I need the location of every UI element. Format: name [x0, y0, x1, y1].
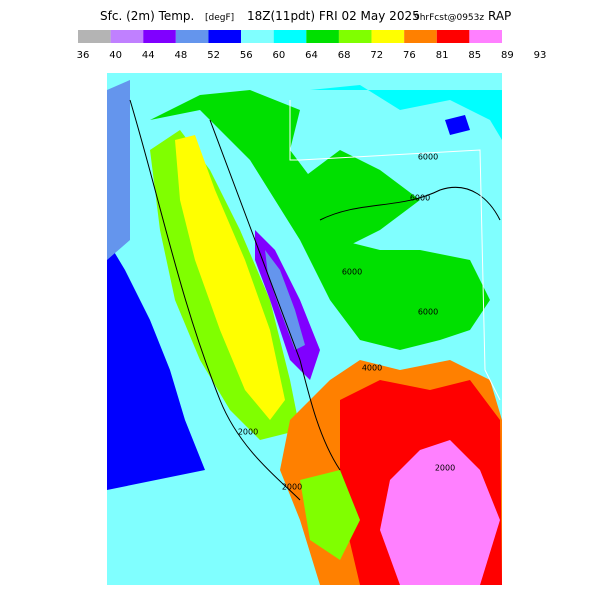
basin-mild [300, 150, 420, 250]
colorbar-label: 89 [501, 50, 514, 61]
contour-line [319, 186, 501, 221]
cold-spot [445, 115, 470, 135]
coast-cool [107, 80, 130, 260]
colorbar-label: 36 [77, 50, 90, 61]
colorbar-label: 68 [338, 50, 351, 61]
colorbar-cell [338, 30, 372, 43]
title: Sfc. (2m) Temp. [100, 9, 194, 23]
colorbar-cell [208, 30, 242, 43]
colorbar-label: 48 [175, 50, 188, 61]
ocean-cool [107, 240, 205, 490]
desert-hottest [380, 440, 500, 585]
colorbar-cell [175, 30, 209, 43]
north-cool [310, 85, 502, 140]
colorbar-label: 56 [240, 50, 253, 61]
forecast: 9hrFcst@0953z [414, 13, 484, 23]
colorbar-label: 85 [468, 50, 481, 61]
colorbar-cell [306, 30, 339, 43]
colorbar-cell [241, 30, 274, 43]
colorbar-cell [371, 30, 405, 43]
colorbar-label: 52 [207, 50, 220, 61]
colorbar-label: 72 [370, 50, 383, 61]
colorbar-label: 60 [272, 50, 285, 61]
ocean-near [107, 180, 300, 585]
colorbar-cell [469, 30, 502, 43]
coast-range-warm [300, 470, 360, 560]
contour-label: 6000 [410, 194, 430, 203]
contour-label: 2000 [282, 483, 302, 492]
colorbar-label: 44 [142, 50, 155, 61]
contour-label: 6000 [342, 268, 362, 277]
colorbar-label: 40 [109, 50, 122, 61]
colorbar-cell [143, 30, 176, 43]
model: RAP [488, 9, 511, 23]
contour-label: 2000 [238, 428, 258, 437]
colorbar-cell [273, 30, 307, 43]
contour-line [209, 119, 341, 471]
sierra-peak [265, 250, 305, 350]
colorbar-cell [78, 30, 111, 43]
colorbar-label: 93 [534, 50, 547, 61]
colorbar-label: 64 [305, 50, 318, 61]
contour-label: 6000 [418, 308, 438, 317]
contour-line [129, 99, 301, 501]
colorbar-label: 81 [436, 50, 449, 61]
valid-time: 18Z(11pdt) FRI 02 May 2025 [247, 9, 420, 23]
colorbar-cell [404, 30, 437, 43]
contour-label: 4000 [362, 364, 382, 373]
contour-labels: 6000 6000 6000 6000 2000 2000 2000 4000 [238, 153, 455, 492]
colorbar-cell [110, 30, 144, 43]
contour-label: 6000 [418, 153, 438, 162]
contour-label: 2000 [435, 464, 455, 473]
state-border [289, 100, 501, 401]
map-area: 6000 6000 6000 6000 2000 2000 2000 4000 [107, 73, 502, 585]
colorbar-cell [436, 30, 470, 43]
colorbar: 36 40 44 48 52 56 60 64 68 72 76 81 85 89 93 [77, 30, 547, 61]
colorbar-label: 76 [403, 50, 416, 61]
central-valley [175, 135, 285, 420]
unit: [degF] [205, 13, 234, 23]
